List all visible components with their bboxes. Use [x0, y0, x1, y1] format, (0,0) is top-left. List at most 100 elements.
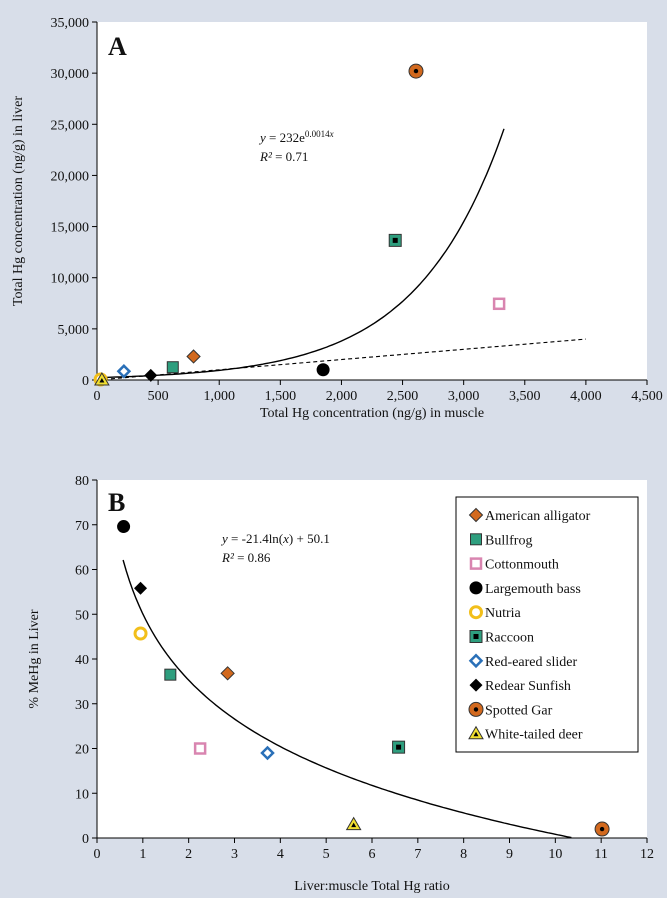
point-bullfrog-a [166, 361, 179, 374]
point-redear-sunfish-b [134, 581, 148, 595]
legend-marker-red-eared-slider [468, 653, 484, 669]
legend-label-american-alligator: American alligator [485, 509, 591, 524]
r-squared-a: R² = 0.71 [259, 149, 308, 164]
point-raccoon-a [388, 233, 402, 247]
point-raccoon-b [392, 740, 406, 754]
point-cottonmouth-b-shape [193, 742, 207, 755]
legend-marker-american-alligator [468, 507, 484, 523]
y-tick-label-a: 20,000 [51, 169, 90, 184]
y-tick-label-b: 40 [75, 653, 89, 668]
point-cottonmouth-a [492, 297, 506, 311]
x-tick-label-b: 3 [231, 847, 238, 862]
plot-area-a [97, 22, 647, 380]
panel-a: A y = 232e0.0014x R² = 0.71 Total Hg con… [11, 16, 663, 421]
x-tick-label-b: 2 [185, 847, 192, 862]
point-white-tailed-deer-b [345, 816, 362, 831]
equation-a: y = 232e0.0014x [258, 129, 334, 145]
x-tick-label-a: 1,500 [265, 389, 297, 404]
legend-item-american-alligator: American alligator [468, 507, 591, 524]
point-cottonmouth-a-shape [492, 297, 506, 311]
legend-item-cottonmouth: Cottonmouth [469, 557, 559, 573]
legend-marker-largemouth-bass-shape [469, 581, 483, 595]
x-tick-label-b: 11 [594, 847, 607, 862]
point-white-tailed-deer-a [94, 372, 110, 386]
point-raccoon-b-dot [396, 744, 402, 750]
panel-label-b: B [108, 488, 125, 517]
y-tick-label-a: 25,000 [51, 118, 90, 133]
point-american-alligator-a [186, 349, 201, 364]
legend-marker-cottonmouth [469, 557, 483, 570]
point-nutria-b [133, 626, 148, 641]
x-tick-label-a: 2,000 [326, 389, 358, 404]
point-red-eared-slider-b [260, 745, 275, 761]
legend-label-cottonmouth: Cottonmouth [485, 558, 559, 573]
x-tick-label-a: 0 [94, 389, 101, 404]
y-tick-label-a: 30,000 [51, 67, 90, 82]
equation-b: y = -21.4ln(x) + 50.1 [220, 531, 330, 546]
legend-label-spotted-gar: Spotted Gar [485, 703, 553, 718]
legend-marker-redear-sunfish-shape [469, 678, 483, 692]
point-nutria-b-shape [133, 626, 148, 641]
legend-marker-spotted-gar-dot [473, 707, 479, 712]
legend-marker-redear-sunfish [469, 678, 483, 692]
x-tick-label-a: 2,500 [387, 389, 419, 404]
trend-line-b [122, 559, 572, 839]
x-tick-label-b: 10 [548, 847, 562, 862]
y-tick-label-b: 0 [82, 832, 89, 847]
legend-item-white-tailed-deer: White-tailed deer [468, 725, 583, 743]
legend-marker-bullfrog-shape [470, 533, 482, 546]
point-redear-sunfish-b-shape [134, 581, 148, 595]
x-tick-label-a: 1,000 [203, 389, 235, 404]
legend-item-bullfrog: Bullfrog [470, 533, 532, 548]
x-tick-label-b: 4 [277, 847, 284, 862]
x-tick-label-b: 8 [460, 847, 467, 862]
point-american-alligator-b-shape [220, 666, 235, 681]
y-axis-label-b: % MeHg in Liver [27, 609, 42, 708]
legend-marker-raccoon [469, 630, 483, 643]
r-squared-b-r: R² [221, 550, 235, 565]
x-axis-label-b: Liver:muscle Total Hg ratio [294, 879, 449, 894]
point-red-eared-slider-a-shape [116, 364, 132, 379]
legend-item-redear-sunfish: Redear Sunfish [469, 678, 571, 694]
point-bullfrog-b-shape [164, 668, 177, 681]
y-tick-label-a: 5,000 [58, 323, 90, 338]
legend-label-white-tailed-deer: White-tailed deer [485, 728, 583, 743]
equation-b-eq1: = -21.4ln( [228, 531, 283, 546]
legend-label-nutria: Nutria [485, 606, 522, 621]
y-tick-label-b: 60 [75, 564, 89, 579]
y-tick-label-b: 70 [75, 519, 89, 534]
y-tick-label-b: 80 [75, 474, 89, 489]
x-tick-label-b: 9 [506, 847, 513, 862]
x-axis-label-a: Total Hg concentration (ng/g) in muscle [260, 406, 484, 421]
panel-label-a: A [108, 32, 127, 61]
y-tick-label-a: 35,000 [51, 16, 90, 31]
legend-b [455, 496, 639, 753]
y-tick-label-b: 10 [75, 787, 89, 802]
point-red-eared-slider-a [116, 364, 132, 379]
equation-a-y: y [258, 130, 266, 145]
legend-marker-nutria-shape [469, 605, 483, 620]
point-raccoon-a-dot [392, 237, 398, 243]
legend-item-raccoon: Raccoon [469, 630, 534, 646]
point-largemouth-bass-a [316, 363, 330, 377]
x-tick-label-a: 3,000 [448, 389, 480, 404]
trend-line-a [96, 128, 505, 379]
y-tick-label-b: 50 [75, 608, 89, 623]
legend-marker-red-eared-slider-shape [468, 653, 484, 669]
equation-a-exp: 0.0014 [305, 129, 330, 139]
legend-marker-white-tailed-deer-dot [473, 731, 479, 737]
legend-label-redear-sunfish: Redear Sunfish [485, 679, 571, 694]
equation-b-x: x [282, 531, 289, 546]
y-tick-label-a: 15,000 [51, 221, 90, 236]
point-red-eared-slider-b-shape [260, 745, 275, 761]
legend-entries: American alligator Bullfrog Cottonmouth Lar… [468, 507, 591, 743]
point-redear-sunfish-a-shape [144, 368, 158, 382]
x-tick-label-a: 4,500 [631, 389, 663, 404]
legend-marker-largemouth-bass [469, 581, 483, 595]
legend-marker-cottonmouth-shape [469, 557, 483, 570]
reference-line-a [96, 338, 586, 381]
equation-a-eq: = 232e [266, 130, 305, 145]
r-squared-b: R² = 0.86 [221, 550, 271, 565]
point-white-tailed-deer-b-dot [351, 822, 357, 828]
